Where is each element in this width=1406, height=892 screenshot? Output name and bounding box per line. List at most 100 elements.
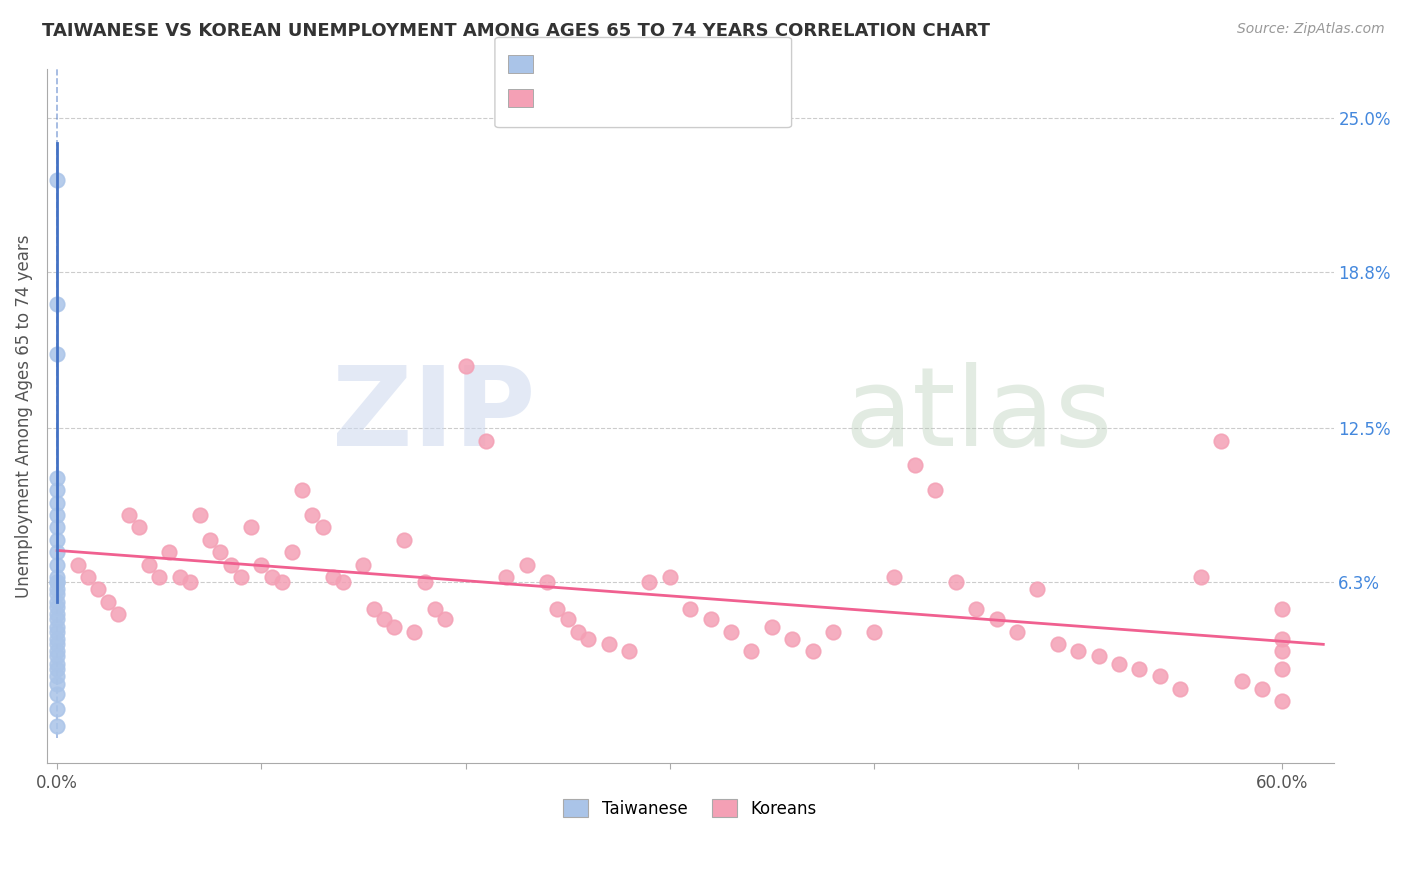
- Point: [46, 719, 69, 733]
- Point: [46, 575, 69, 590]
- Point: [270, 575, 292, 590]
- Point: [1189, 570, 1212, 584]
- Point: [209, 545, 232, 559]
- Point: [434, 612, 457, 626]
- Point: [965, 602, 987, 616]
- Point: [557, 612, 579, 626]
- Point: [598, 637, 620, 651]
- Point: [46, 508, 69, 522]
- Text: R =: R =: [541, 55, 578, 73]
- Text: TAIWANESE VS KOREAN UNEMPLOYMENT AMONG AGES 65 TO 74 YEARS CORRELATION CHART: TAIWANESE VS KOREAN UNEMPLOYMENT AMONG A…: [42, 22, 990, 40]
- Point: [352, 558, 374, 572]
- Point: [97, 595, 120, 609]
- Point: [260, 570, 283, 584]
- Point: [373, 612, 395, 626]
- Point: [1005, 624, 1028, 639]
- Point: [128, 520, 150, 534]
- Point: [363, 602, 385, 616]
- Point: [250, 558, 273, 572]
- Point: [454, 359, 477, 374]
- Point: [46, 587, 69, 601]
- Point: [46, 657, 69, 671]
- Point: [46, 582, 69, 597]
- Point: [46, 471, 69, 485]
- Point: [945, 575, 967, 590]
- Point: [46, 496, 69, 510]
- Point: [1108, 657, 1130, 671]
- Point: [883, 570, 905, 584]
- Point: [138, 558, 160, 572]
- Text: -0.289: -0.289: [583, 89, 643, 107]
- Point: [200, 533, 222, 547]
- Text: Source: ZipAtlas.com: Source: ZipAtlas.com: [1237, 22, 1385, 37]
- Point: [567, 624, 589, 639]
- Point: [46, 637, 69, 651]
- Point: [46, 173, 69, 187]
- Point: [1271, 694, 1294, 708]
- Point: [46, 483, 69, 498]
- Y-axis label: Unemployment Among Ages 65 to 74 years: Unemployment Among Ages 65 to 74 years: [15, 234, 32, 598]
- Point: [1271, 644, 1294, 658]
- Point: [1046, 637, 1069, 651]
- Point: [291, 483, 314, 498]
- Text: 82: 82: [713, 89, 735, 107]
- Point: [322, 570, 344, 584]
- Point: [332, 575, 354, 590]
- Point: [546, 602, 568, 616]
- Point: [536, 575, 558, 590]
- Point: [46, 632, 69, 646]
- Point: [423, 602, 446, 616]
- Point: [46, 701, 69, 715]
- Point: [720, 624, 742, 639]
- Point: [46, 607, 69, 622]
- Text: N =: N =: [657, 55, 704, 73]
- Point: [394, 533, 416, 547]
- Point: [219, 558, 242, 572]
- Point: [863, 624, 886, 639]
- Text: atlas: atlas: [845, 362, 1114, 469]
- Point: [1149, 669, 1171, 683]
- Point: [576, 632, 599, 646]
- Point: [1251, 681, 1274, 696]
- Point: [782, 632, 804, 646]
- Point: [46, 669, 69, 683]
- Point: [1211, 434, 1233, 448]
- Point: [904, 458, 927, 473]
- Point: [740, 644, 762, 658]
- Point: [188, 508, 211, 522]
- Point: [1170, 681, 1192, 696]
- Point: [823, 624, 845, 639]
- Point: [46, 533, 69, 547]
- Point: [638, 575, 661, 590]
- Point: [229, 570, 252, 584]
- Point: [46, 570, 69, 584]
- Text: ZIP: ZIP: [332, 362, 536, 469]
- Point: [986, 612, 1008, 626]
- Point: [475, 434, 498, 448]
- Point: [76, 570, 98, 584]
- Point: [117, 508, 139, 522]
- Point: [46, 612, 69, 626]
- Point: [679, 602, 702, 616]
- Point: [66, 558, 89, 572]
- Point: [46, 558, 69, 572]
- Point: [107, 607, 129, 622]
- Point: [495, 570, 517, 584]
- Point: [46, 595, 69, 609]
- Point: [924, 483, 946, 498]
- Point: [46, 575, 69, 590]
- Point: [1128, 662, 1150, 676]
- Point: [46, 644, 69, 658]
- Text: 33: 33: [713, 55, 737, 73]
- Point: [1026, 582, 1049, 597]
- Point: [311, 520, 333, 534]
- Point: [169, 570, 191, 584]
- Point: [46, 599, 69, 614]
- Legend: Taiwanese, Koreans: Taiwanese, Koreans: [557, 793, 824, 824]
- Point: [46, 545, 69, 559]
- Point: [699, 612, 721, 626]
- Point: [1067, 644, 1090, 658]
- Text: R =: R =: [541, 89, 578, 107]
- Point: [46, 347, 69, 361]
- Point: [87, 582, 110, 597]
